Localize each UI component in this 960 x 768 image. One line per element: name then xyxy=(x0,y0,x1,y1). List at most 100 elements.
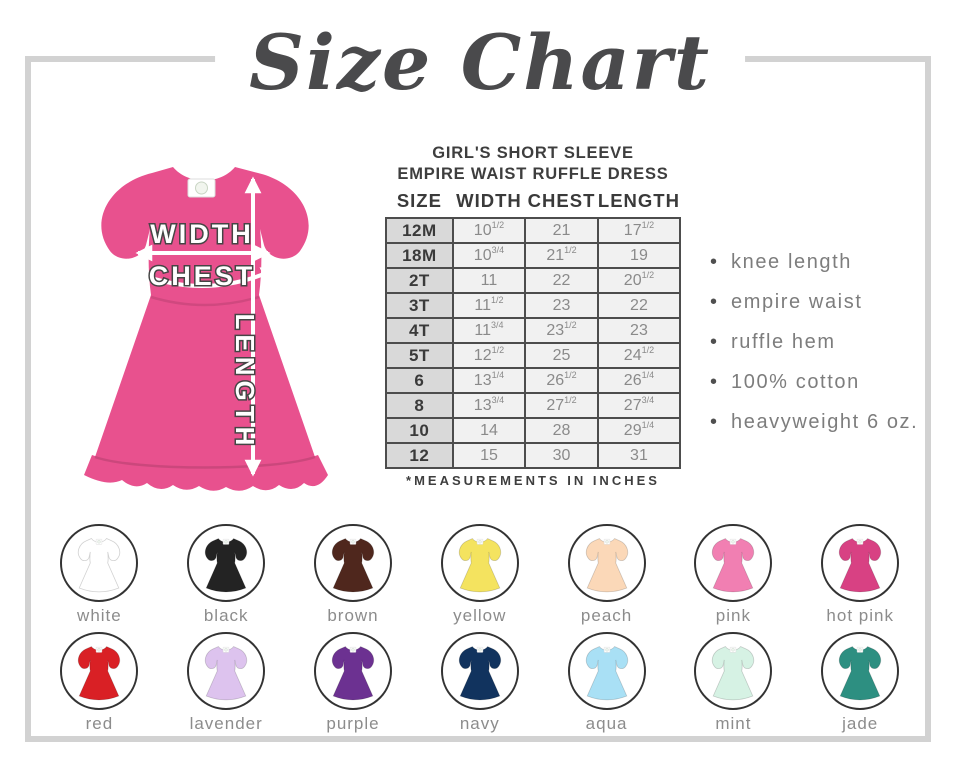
cell-length: 291/4 xyxy=(596,417,682,444)
color-swatch-peach: peach xyxy=(543,524,670,626)
swatch-label: navy xyxy=(459,714,500,733)
header-size: SIZE xyxy=(386,190,453,218)
cell-width: 11 xyxy=(451,267,527,294)
bullet-icon: • xyxy=(710,331,718,353)
color-swatch-red: red xyxy=(36,632,163,734)
swatch-label: purple xyxy=(326,714,380,733)
header-length: LENGTH xyxy=(597,190,680,218)
feature-text: heavyweight 6 oz. xyxy=(731,410,919,433)
cell-chest: 25 xyxy=(524,342,599,369)
table-row: 12M 101/2 21 171/2 xyxy=(385,217,682,244)
cell-length: 201/2 xyxy=(596,267,682,294)
color-swatch-pink: pink xyxy=(670,524,797,626)
swatch-label: aqua xyxy=(585,714,628,733)
feature-item: • heavyweight 6 oz. xyxy=(710,410,918,434)
cell-chest: 211/2 xyxy=(524,242,599,269)
cell-width: 121/2 xyxy=(451,342,527,369)
cell-width: 101/2 xyxy=(451,217,527,244)
measurements-note: *MEASUREMENTS IN INCHES xyxy=(406,473,660,488)
mini-dress-icon xyxy=(78,538,121,593)
swatch-circle xyxy=(60,632,139,710)
feature-text: ruffle hem xyxy=(731,330,836,353)
color-swatch-black: black xyxy=(163,524,290,626)
mini-dress-icon xyxy=(205,646,248,701)
dress-illustration: WIDTH CHEST LENGTH xyxy=(84,167,328,491)
size-table: SIZE WIDTH CHEST LENGTH 12M 101/2 21 171/2 1… xyxy=(385,190,682,469)
table-row: 3T 111/2 23 22 xyxy=(385,292,682,319)
swatch-circle xyxy=(187,632,266,710)
swatch-label: white xyxy=(77,606,122,625)
feature-list: • knee length • empire waist • ruffle hem • 100… xyxy=(710,250,918,450)
mini-dress-icon xyxy=(78,646,121,701)
cell-chest: 21 xyxy=(524,217,599,244)
color-swatch-aqua: aqua xyxy=(543,632,670,734)
feature-item: • 100% cotton xyxy=(710,370,918,394)
bullet-icon: • xyxy=(710,251,718,273)
color-swatch-jade: jade xyxy=(797,632,924,734)
feature-item: • knee length xyxy=(710,250,918,274)
cell-size: 4T xyxy=(385,317,454,344)
neck-tag xyxy=(187,178,216,198)
cell-size: 6 xyxy=(385,367,454,394)
table-row: 4T 113/4 231/2 23 xyxy=(385,317,682,344)
swatch-label: black xyxy=(203,606,249,625)
page-title-text: Size Chart xyxy=(249,17,711,107)
color-swatch-purple: purple xyxy=(290,632,417,734)
feature-text: empire waist xyxy=(731,290,863,313)
header-chest: CHEST xyxy=(525,190,598,218)
swatch-row-2: red lavender purple navy aqua mint jade xyxy=(36,632,924,734)
mini-dress-icon xyxy=(331,538,375,593)
color-swatches: white black brown yellow peach pink hot pink r… xyxy=(36,524,924,734)
color-swatch-white: white xyxy=(36,524,163,626)
color-swatch-navy: navy xyxy=(416,632,543,734)
table-row: 10 14 28 291/4 xyxy=(385,417,682,444)
color-swatch-brown: brown xyxy=(290,524,417,626)
length-label: LENGTH xyxy=(230,314,260,451)
swatch-circle xyxy=(821,632,900,710)
cell-length: 261/4 xyxy=(596,367,682,394)
table-row: 8 133/4 271/2 273/4 xyxy=(385,392,682,419)
bullet-icon: • xyxy=(710,371,718,393)
mini-dress-icon xyxy=(712,538,755,593)
dress-measurement-diagram: WIDTH CHEST LENGTH xyxy=(70,145,334,499)
feature-item: • ruffle hem xyxy=(710,330,918,354)
cell-length: 171/2 xyxy=(596,217,682,244)
swatch-circle xyxy=(694,632,773,710)
feature-text: 100% cotton xyxy=(731,370,860,393)
table-row: 6 131/4 261/2 261/4 xyxy=(385,367,682,394)
color-swatch-lavender: lavender xyxy=(163,632,290,734)
cell-size: 2T xyxy=(385,267,454,294)
cell-chest: 231/2 xyxy=(524,317,599,344)
table-row: 18M 103/4 211/2 19 xyxy=(385,242,682,269)
cell-size: 8 xyxy=(385,392,454,419)
cell-length: 31 xyxy=(596,442,682,469)
cell-length: 22 xyxy=(596,292,682,319)
mini-dress-icon xyxy=(458,538,501,593)
cell-size: 10 xyxy=(385,417,454,444)
cell-chest: 23 xyxy=(524,292,599,319)
cell-length: 241/2 xyxy=(596,342,682,369)
swatch-label: lavender xyxy=(189,714,263,733)
swatch-label: red xyxy=(85,714,114,733)
dress-body-shape xyxy=(95,167,315,468)
ruffle-seam-line xyxy=(94,455,316,469)
swatch-circle xyxy=(567,524,646,602)
cell-width: 111/2 xyxy=(451,292,527,319)
cell-chest: 28 xyxy=(524,417,599,444)
cell-size: 18M xyxy=(385,242,454,269)
swatch-label: jade xyxy=(842,714,879,733)
cell-size: 12M xyxy=(385,217,454,244)
cell-length: 23 xyxy=(596,317,682,344)
swatch-circle xyxy=(567,632,646,710)
size-table-header: SIZE WIDTH CHEST LENGTH xyxy=(386,190,680,218)
cell-width: 131/4 xyxy=(451,367,527,394)
cell-size: 12 xyxy=(385,442,454,469)
swatch-circle xyxy=(694,524,773,602)
cell-length: 19 xyxy=(596,242,682,269)
swatch-circle xyxy=(440,524,519,602)
mini-dress-icon xyxy=(712,646,755,701)
cell-width: 14 xyxy=(451,417,527,444)
feature-text: knee length xyxy=(731,250,853,273)
dress-ruffle-hem xyxy=(84,455,328,491)
